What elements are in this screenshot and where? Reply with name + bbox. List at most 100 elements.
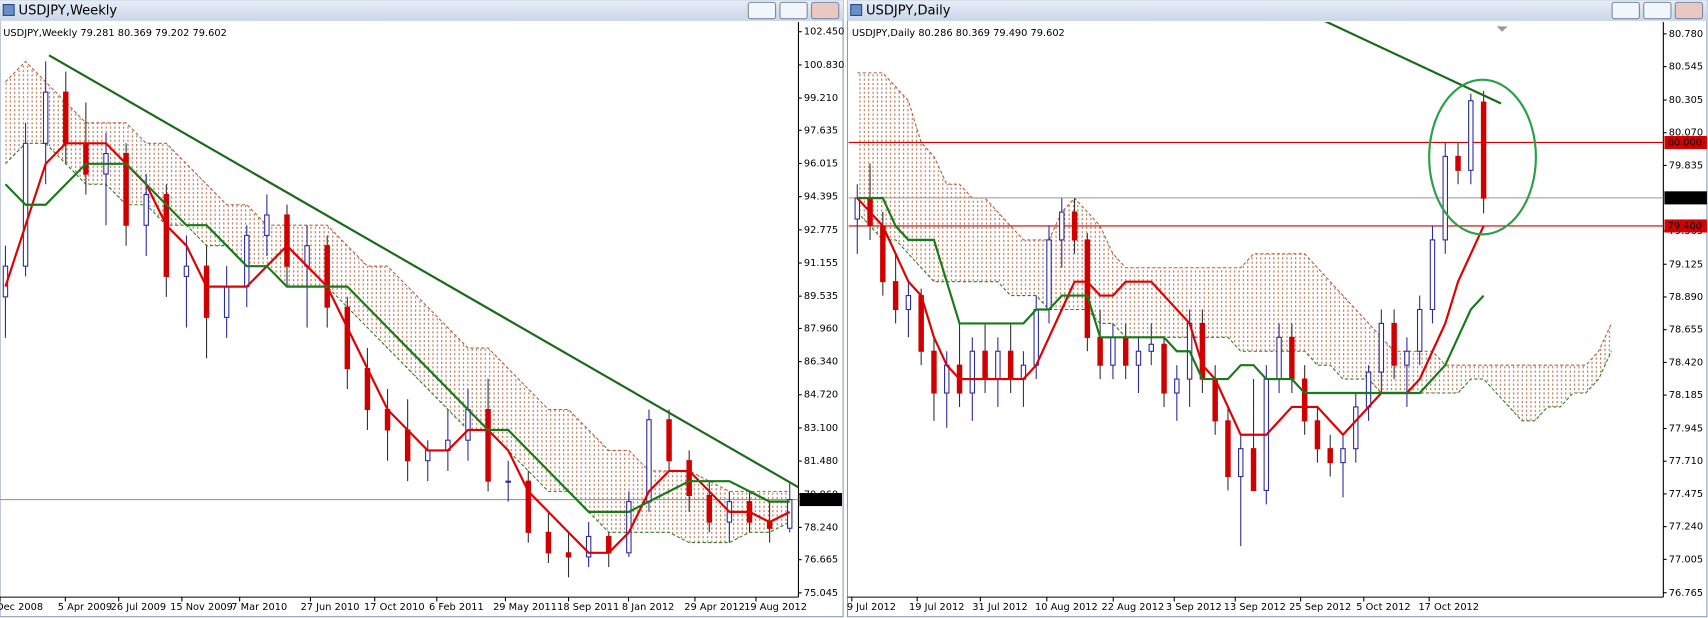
maximize-button[interactable] — [1643, 1, 1672, 20]
x-tick-label: 19 Jul 2012 — [909, 602, 964, 613]
symbol-info: USDJPY,Daily 80.286 80.369 79.490 79.602 — [852, 28, 1065, 39]
price-tag-label: 79.602 — [803, 495, 837, 506]
x-tick-label: 29 May 2011 — [493, 602, 557, 613]
y-tick-label: 77.005 — [1669, 554, 1703, 565]
y-tick-label: 80.305 — [1669, 95, 1703, 106]
y-tick-label: 79.835 — [1669, 160, 1703, 171]
candle-body — [364, 367, 371, 411]
y-tick-label: 80.545 — [1669, 62, 1703, 73]
y-tick-label: 96.015 — [804, 158, 838, 169]
y-tick-label: 91.155 — [804, 258, 838, 269]
candle-body — [404, 429, 411, 462]
window-title: USDJPY,Weekly — [19, 4, 118, 19]
y-tick-label: 76.665 — [804, 555, 838, 566]
candle-body — [1404, 350, 1410, 366]
x-tick-label: 5 Oct 2012 — [1356, 602, 1410, 613]
candle-body — [1276, 336, 1282, 380]
y-tick-label: 102.450 — [804, 27, 845, 38]
x-tick-label: 10 Aug 2012 — [1035, 602, 1098, 613]
candle-body — [1033, 308, 1039, 366]
candle-body — [1455, 155, 1461, 171]
candle-body — [892, 281, 899, 311]
candle-body — [1046, 239, 1052, 311]
highlight-ellipse — [1428, 78, 1537, 236]
candle-body — [324, 245, 330, 308]
candle-body — [1174, 378, 1180, 394]
price-tag-label: 79.602 — [1668, 193, 1702, 204]
kijun-line — [857, 197, 1485, 395]
x-tick-label: 7 Mar 2010 — [231, 602, 287, 613]
candle-body — [1212, 378, 1218, 422]
candle-body — [1301, 378, 1308, 422]
close-button[interactable] — [810, 1, 840, 20]
y-tick-label: 89.535 — [804, 291, 838, 302]
y-tick-label: 92.775 — [804, 225, 838, 236]
candle-body — [1084, 239, 1091, 338]
candle-body — [995, 350, 1001, 380]
y-tick-label: 78.890 — [1669, 292, 1703, 303]
y-tick-label: 87.960 — [804, 323, 838, 334]
candle-body — [1468, 100, 1474, 171]
kumo-cloud — [5, 61, 790, 543]
price-tag — [799, 493, 843, 507]
candle-body — [505, 480, 511, 483]
scroll-marker — [1496, 26, 1508, 32]
candle-body — [1148, 343, 1154, 352]
candle-body — [203, 265, 210, 318]
minimize-button[interactable] — [747, 1, 777, 20]
y-tick-label: 77.475 — [1669, 489, 1703, 500]
candle-body — [1416, 308, 1423, 352]
y-tick-label: 77.240 — [1669, 522, 1703, 533]
candle-body — [1110, 336, 1116, 366]
price-tag-label: 79.400 — [1668, 221, 1702, 232]
plot — [0, 54, 799, 578]
candle-body — [1429, 239, 1436, 311]
candle-body — [1071, 211, 1078, 241]
y-tick-label: 83.100 — [804, 423, 838, 434]
trendline — [48, 54, 799, 489]
candle-body — [565, 552, 572, 558]
price-tag — [1664, 135, 1707, 150]
candle-body — [223, 286, 230, 318]
y-tick-label: 80.780 — [1669, 29, 1703, 40]
price-tag-label: 80.000 — [1668, 137, 1702, 148]
candle-body — [1442, 155, 1448, 241]
kumo-cloud — [857, 72, 1612, 421]
y-tick-label: 78.240 — [804, 522, 838, 533]
y-tick-label: 84.720 — [804, 390, 838, 401]
minimize-button[interactable] — [1611, 1, 1640, 20]
candle-body — [905, 295, 912, 311]
candle-body — [686, 460, 692, 497]
y-tick-label: 99.210 — [804, 93, 838, 104]
y-tick-label: 77.710 — [1669, 456, 1703, 467]
candle-body — [264, 214, 270, 236]
candle-body — [944, 364, 950, 394]
x-tick-label: 19 Aug 2012 — [744, 602, 807, 613]
tenkan-line — [856, 197, 1485, 437]
candle-body — [1097, 336, 1103, 366]
maximize-button[interactable] — [779, 1, 808, 20]
candle-body — [1340, 448, 1346, 464]
title-bar — [0, 0, 844, 21]
candle-body — [969, 350, 976, 394]
candle-body — [485, 408, 491, 482]
candle-body — [465, 408, 471, 441]
candle-body — [284, 214, 290, 267]
y-tick-label: 100.830 — [804, 60, 845, 71]
close-button[interactable] — [1674, 1, 1704, 20]
x-tick-label: 29 Apr 2012 — [684, 602, 745, 613]
title-bar — [847, 0, 1707, 21]
y-tick-label: 76.765 — [1669, 588, 1703, 599]
candle-body — [1353, 406, 1359, 450]
senkou-b — [5, 142, 790, 544]
y-tick-label: 80.070 — [1669, 128, 1703, 139]
senkou-a — [5, 60, 790, 492]
candle-body — [666, 419, 672, 462]
candle-body — [63, 91, 69, 144]
x-tick-label: 17 Oct 2010 — [364, 602, 425, 613]
candle-body — [344, 306, 351, 370]
candle-body — [1289, 336, 1295, 380]
trendline — [1324, 21, 1502, 105]
candle-body — [525, 480, 532, 533]
